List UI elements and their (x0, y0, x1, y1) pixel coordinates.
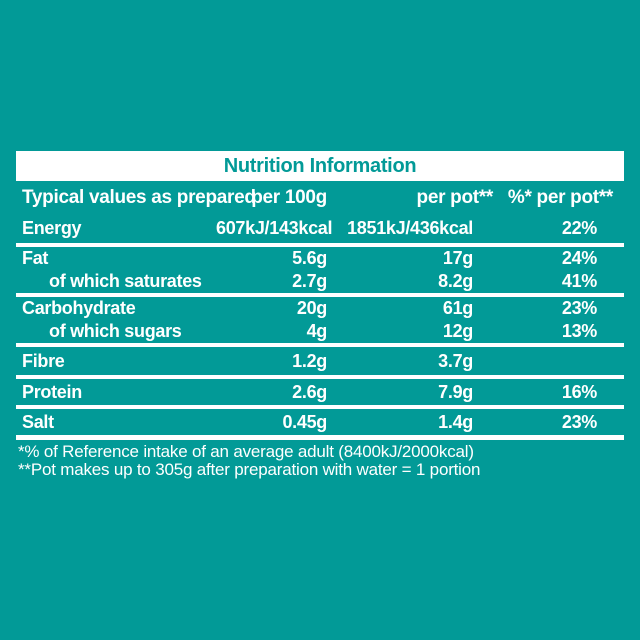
separator-line (16, 243, 624, 247)
header-typical-values: Typical values as prepared (22, 186, 256, 208)
separator-line (16, 405, 624, 409)
header-pct-per-pot: %* per pot** (507, 186, 613, 208)
value-per-100g: 5.6g (292, 248, 327, 268)
value-pct-per-pot: 23% (561, 298, 597, 318)
row-label: Salt (22, 411, 54, 432)
row-label: of which sugars (49, 321, 182, 341)
footnote-pot-preparation: **Pot makes up to 305g after preparation… (18, 460, 481, 479)
table-title: Nutrition Information (223, 154, 417, 177)
value-per-pot: 7.9g (438, 381, 473, 402)
value-per-pot: 61g (442, 298, 473, 318)
footnote-reference-intake: *% of Reference intake of an average adu… (18, 442, 474, 461)
value-per-100g: 607kJ/143kcal (216, 218, 333, 238)
table-header-row: Typical values as prepared per 100g per … (16, 181, 624, 214)
value-per-pot: 12g (442, 321, 473, 341)
value-per-pot: 8.2g (438, 271, 473, 291)
table-row-carbohydrate: Carbohydrate 20g 61g 23% (16, 297, 624, 320)
value-pct-per-pot: 22% (561, 218, 597, 238)
value-pct-per-pot: 23% (561, 411, 597, 432)
value-per-pot: 1851kJ/436kcal (347, 218, 473, 238)
table-row-saturates: of which saturates 2.7g 8.2g 41% (16, 270, 624, 293)
table-row-fat: Fat 5.6g 17g 24% (16, 247, 624, 270)
value-per-100g: 2.6g (292, 381, 327, 402)
nutrition-information-table: Nutrition Information Typical values as … (16, 151, 624, 479)
value-pct-per-pot: 16% (561, 381, 597, 402)
value-pct-per-pot: 13% (561, 321, 597, 341)
row-label: Carbohydrate (22, 298, 136, 318)
value-per-100g: 2.7g (292, 271, 327, 291)
value-per-pot: 17g (442, 248, 473, 268)
header-per-pot: per pot** (416, 186, 494, 208)
separator-line (16, 293, 624, 297)
table-row-sugars: of which sugars 4g 12g 13% (16, 320, 624, 343)
row-label: Fibre (22, 350, 65, 371)
footnotes: *% of Reference intake of an average adu… (16, 440, 624, 479)
row-label: Energy (22, 218, 82, 238)
header-per-100g: per 100g (251, 186, 327, 208)
value-per-100g: 1.2g (292, 350, 327, 371)
value-per-100g: 0.45g (282, 411, 327, 432)
separator-line (16, 375, 624, 379)
table-title-band: Nutrition Information (16, 151, 624, 181)
row-label: of which saturates (49, 271, 202, 291)
table-row-salt: Salt 0.45g 1.4g 23% (16, 409, 624, 435)
row-label: Protein (22, 381, 82, 402)
value-per-100g: 20g (296, 298, 327, 318)
value-per-100g: 4g (306, 321, 328, 341)
value-pct-per-pot: 41% (561, 271, 597, 291)
value-per-pot: 3.7g (438, 350, 473, 371)
value-per-pot: 1.4g (438, 411, 473, 432)
table-row-energy: Energy 607kJ/143kcal 1851kJ/436kcal 22% (16, 214, 624, 243)
separator-line (16, 343, 624, 347)
table-row-fibre: Fibre 1.2g 3.7g (16, 347, 624, 375)
table-row-protein: Protein 2.6g 7.9g 16% (16, 379, 624, 405)
separator-line-bottom (16, 435, 624, 440)
row-label: Fat (22, 248, 49, 268)
value-pct-per-pot: 24% (561, 248, 597, 268)
